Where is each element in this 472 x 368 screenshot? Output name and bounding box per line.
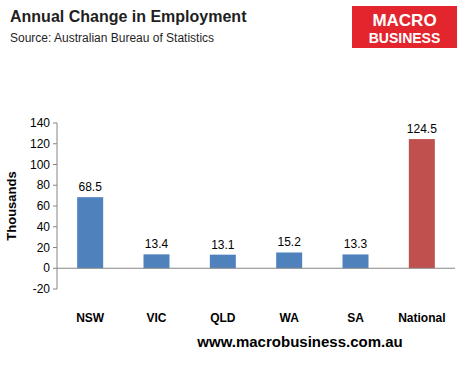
logo-box xyxy=(352,6,457,48)
y-tick-label: 80 xyxy=(37,178,51,192)
y-tick xyxy=(53,268,57,269)
y-tick-label: 140 xyxy=(30,116,50,130)
bar xyxy=(210,255,236,269)
title: Annual Change in Employment xyxy=(10,8,247,25)
logo-text: BUSINESS xyxy=(369,30,441,46)
data-label: 13.1 xyxy=(211,238,235,252)
subtitle: Source: Australian Bureau of Statistics xyxy=(10,31,214,45)
bar xyxy=(144,254,170,268)
y-tick-label: -20 xyxy=(33,282,51,296)
y-tick xyxy=(53,289,57,290)
y-tick-label: 20 xyxy=(37,241,51,255)
y-tick xyxy=(53,164,57,165)
bar xyxy=(343,254,369,268)
bar xyxy=(409,139,435,268)
x-axis-line xyxy=(57,268,455,269)
data-label: 68.5 xyxy=(78,180,102,194)
x-tick-label: VIC xyxy=(146,311,166,325)
x-tick-label: NSW xyxy=(76,311,105,325)
bar xyxy=(77,197,103,268)
logo-text: MACRO xyxy=(372,11,436,30)
footer-url: www.macrobusiness.com.au xyxy=(196,333,402,350)
y-tick xyxy=(53,206,57,207)
data-label: 13.3 xyxy=(344,237,368,251)
x-tick-label: WA xyxy=(279,311,299,325)
y-tick xyxy=(53,143,57,144)
data-label: 124.5 xyxy=(407,122,437,136)
y-tick-label: 60 xyxy=(37,199,51,213)
x-tick-label: SA xyxy=(347,311,364,325)
y-tick xyxy=(53,247,57,248)
x-tick-label: National xyxy=(398,311,445,325)
x-tick-label: QLD xyxy=(210,311,236,325)
y-axis-label: Thousands xyxy=(4,171,19,240)
y-tick-label: 100 xyxy=(30,158,50,172)
bars xyxy=(77,139,435,268)
y-tick xyxy=(53,123,57,124)
y-tick-label: 120 xyxy=(30,137,50,151)
data-label: 15.2 xyxy=(277,235,301,249)
data-label: 13.4 xyxy=(145,237,169,251)
y-tick xyxy=(53,226,57,227)
y-tick-label: 40 xyxy=(37,220,51,234)
y-tick-label: 0 xyxy=(43,261,50,275)
chart-svg: Annual Change in Employment Source: Austr… xyxy=(0,0,472,368)
y-tick xyxy=(53,185,57,186)
chart-root: Annual Change in Employment Source: Austr… xyxy=(0,0,472,368)
bar xyxy=(276,252,302,268)
